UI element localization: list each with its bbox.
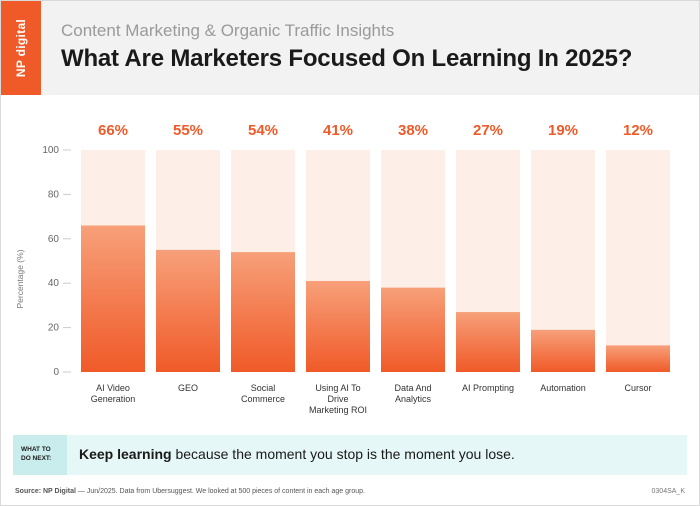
source-note: Source: NP Digital — Jun/2025. Data from…	[15, 488, 365, 495]
y-tick-label: 80	[48, 189, 60, 200]
bar-value-label: 54%	[248, 122, 278, 139]
bar	[81, 225, 145, 372]
cta-label-box: WHAT TO DO NEXT:	[13, 435, 67, 475]
cta-message: Keep learning because the moment you sto…	[79, 446, 515, 462]
x-tick-label: Social	[251, 383, 276, 393]
bar-value-label: 66%	[98, 122, 128, 139]
bar-value-label: 27%	[473, 122, 503, 139]
x-tick-label: AI Prompting	[462, 383, 514, 393]
y-axis-label: Percentage (%)	[15, 249, 25, 308]
x-tick-label: Analytics	[395, 394, 432, 404]
x-tick-label: Drive	[327, 394, 348, 404]
bar-value-label: 55%	[173, 122, 203, 139]
source-text: — Jun/2025. Data from Ubersuggest. We lo…	[75, 488, 365, 495]
page-title: What Are Marketers Focused On Learning I…	[61, 45, 633, 72]
bar-chart: Percentage (%) 0 20 40 60 80 100 66% 55% 54% 41%…	[15, 122, 670, 415]
x-tick-label: Generation	[91, 394, 136, 404]
cta-label: WHAT TO DO NEXT:	[21, 446, 52, 462]
bar	[381, 287, 445, 372]
bar	[231, 252, 295, 372]
x-tick-label: GEO	[178, 383, 198, 393]
x-tick-label: Cursor	[624, 383, 651, 393]
cta-bold-text: Keep learning	[79, 446, 172, 462]
cta-text: because the moment you stop is the momen…	[171, 446, 515, 462]
x-tick-label: Automation	[540, 383, 586, 393]
what-to-do-next-banner: WHAT TO DO NEXT: Keep learning because t…	[13, 435, 687, 475]
bar	[306, 280, 370, 372]
bar	[531, 329, 595, 372]
x-tick-label: Using AI To	[315, 383, 360, 393]
bar-value-label: 12%	[623, 122, 653, 139]
logo-text: NP digital	[14, 18, 28, 78]
x-tick-label: Data And	[394, 383, 431, 393]
bar	[456, 312, 520, 372]
bar-value-label: 19%	[548, 122, 578, 139]
y-tick-label: 40	[48, 278, 60, 289]
page-subtitle: Content Marketing & Organic Traffic Insi…	[61, 21, 395, 40]
y-tick-label: 60	[48, 234, 60, 245]
bar	[156, 249, 220, 372]
bar-track	[606, 150, 670, 372]
bar-value-label: 38%	[398, 122, 428, 139]
bar-value-label: 41%	[323, 122, 353, 139]
source-label: Source: NP Digital	[15, 488, 76, 495]
x-tick-label: Commerce	[241, 394, 285, 404]
x-tick-label: AI Video	[96, 383, 130, 393]
np-digital-logo: NP digital	[1, 1, 41, 95]
header: NP digital Content Marketing & Organic T…	[1, 1, 699, 95]
y-tick-label: 20	[48, 323, 60, 334]
figure-code: 0304SA_K	[651, 488, 685, 495]
bar	[606, 345, 670, 372]
x-tick-label: Marketing ROI	[309, 405, 367, 415]
y-tick-label: 0	[53, 367, 59, 378]
y-tick-label: 100	[42, 145, 59, 156]
